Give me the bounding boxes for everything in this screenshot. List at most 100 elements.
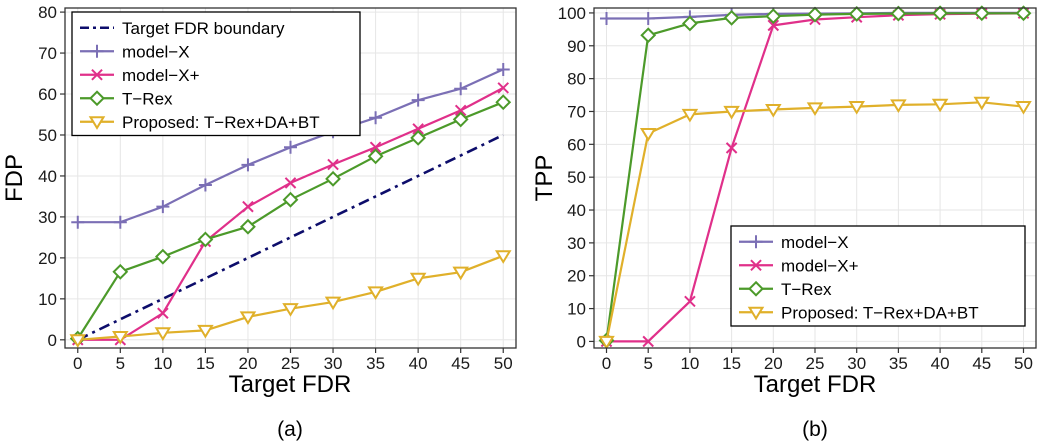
legend-item-trex: T−Rex <box>80 89 173 108</box>
chart-panel-a: 0 10 20 30 40 50 60 70 80 0 5 10 15 20 25 30 35 40 45 50 Tar… <box>1 3 517 441</box>
x-tick-label: 40 <box>409 354 428 373</box>
legend-marker-modelX <box>90 44 104 58</box>
chart-panel-b: 0 10 20 30 40 50 60 70 80 90 100 0 5 10 15 20 25 30 35 40 45… <box>531 4 1037 441</box>
legend-item-proposed: Proposed: T−Rex+DA+BT <box>80 113 320 132</box>
legend-item-proposed: Proposed: T−Rex+DA+BT <box>739 303 979 322</box>
y-tick-label: 40 <box>567 201 586 220</box>
x-axis-title: Target FDR <box>754 371 877 398</box>
legend-label: T−Rex <box>781 280 832 299</box>
data-point-modelXplus <box>497 82 510 94</box>
legend-item-trex: T−Rex <box>739 280 832 299</box>
x-tick-label: 50 <box>494 354 513 373</box>
data-point-proposed <box>324 296 342 311</box>
y-tick-label: 50 <box>567 168 586 187</box>
data-point-modelXplus <box>725 142 738 154</box>
data-point-proposed <box>239 311 257 325</box>
legend-marker-modelX <box>749 235 763 249</box>
y-tick-label: 0 <box>577 332 586 351</box>
data-point-trex <box>325 170 341 187</box>
x-tick-label: 5 <box>116 354 125 373</box>
data-point-proposed <box>69 334 87 348</box>
y-tick-label: 70 <box>567 102 586 121</box>
data-point-modelX <box>284 140 297 154</box>
data-point-trex <box>495 94 512 111</box>
x-tick-label: 40 <box>931 354 950 373</box>
x-tick-label: 35 <box>889 354 908 373</box>
legend-label: model−X <box>122 42 190 61</box>
data-point-modelXplus <box>642 335 654 348</box>
x-tick-label: 20 <box>764 354 783 373</box>
x-tick-label: 25 <box>281 354 300 373</box>
y-tick-label: 40 <box>38 167 57 186</box>
data-point-modelX <box>241 158 255 172</box>
data-point-modelX <box>198 178 212 192</box>
data-point-trex <box>1015 5 1032 22</box>
data-point-proposed <box>112 330 129 345</box>
data-point-modelXplus <box>412 123 424 135</box>
legend-marker-trex <box>89 90 105 107</box>
data-point-proposed <box>890 99 907 114</box>
data-point-proposed <box>452 266 469 281</box>
data-point-modelX <box>156 200 170 214</box>
x-tick-label: 45 <box>451 354 470 373</box>
y-tick-label: 10 <box>567 300 586 319</box>
legend-label: model−X+ <box>122 66 200 85</box>
data-point-trex <box>932 5 949 22</box>
legend-item-target: Target FDR boundary <box>80 19 285 38</box>
data-point-proposed <box>848 101 865 115</box>
data-point-proposed <box>598 335 615 350</box>
x-tick-label: 5 <box>643 354 652 373</box>
y-tick-label: 90 <box>567 37 586 56</box>
data-point-trex <box>765 8 782 25</box>
x-tick-label: 10 <box>153 354 172 373</box>
y-tick-label: 20 <box>38 249 57 268</box>
legend-label: Proposed: T−Rex+DA+BT <box>122 113 320 132</box>
y-tick-label: 60 <box>38 85 57 104</box>
data-point-proposed <box>154 327 172 341</box>
data-point-trex <box>197 231 214 248</box>
panel-caption: (b) <box>802 418 828 441</box>
legend: model−X model−X+ T−Rex Proposed: T−Rex+DA+B… <box>730 225 1026 327</box>
x-tick-label: 10 <box>680 354 699 373</box>
data-point-trex <box>367 148 384 165</box>
legend-item-modelXplus: model−X+ <box>739 256 859 275</box>
data-point-proposed <box>197 324 214 339</box>
legend-label: Proposed: T−Rex+DA+BT <box>781 303 979 322</box>
series-trex <box>598 5 1032 349</box>
y-tick-label: 10 <box>38 290 57 309</box>
data-point-trex <box>973 5 990 22</box>
x-axis-title: Target FDR <box>229 371 352 398</box>
legend-item-modelX: model−X <box>80 42 190 61</box>
data-point-trex <box>890 5 907 22</box>
data-point-modelXplus <box>454 104 467 117</box>
series-modelXplus <box>71 82 510 346</box>
data-point-proposed <box>409 272 427 287</box>
legend-label: model−X <box>781 233 849 252</box>
data-point-modelX <box>496 62 510 76</box>
y-tick-label: 20 <box>567 267 586 286</box>
data-point-trex <box>410 129 427 146</box>
y-tick-label: 0 <box>48 331 57 350</box>
data-point-proposed <box>282 303 299 317</box>
legend-marker-trex <box>748 280 764 297</box>
data-point-modelX <box>71 215 85 229</box>
x-tick-label: 50 <box>1014 354 1033 373</box>
y-tick-label: 60 <box>567 135 586 154</box>
y-axis-title: TPP <box>531 155 558 202</box>
legend-label: model−X+ <box>781 256 859 275</box>
legend-item-modelX: model−X <box>739 233 849 252</box>
legend-box <box>71 11 361 137</box>
legend-marker-proposed <box>747 306 765 321</box>
data-point-modelX <box>600 12 614 26</box>
y-tick-label: 30 <box>38 208 57 227</box>
series-trex <box>69 94 512 347</box>
data-point-trex <box>640 27 657 44</box>
series-proposed <box>69 250 512 348</box>
data-point-proposed <box>973 96 991 111</box>
y-tick-label: 80 <box>38 3 57 22</box>
legend-marker-modelXplus <box>91 68 103 81</box>
data-point-proposed <box>806 102 824 116</box>
data-point-modelXplus <box>242 200 254 213</box>
data-point-modelXplus <box>327 158 339 171</box>
